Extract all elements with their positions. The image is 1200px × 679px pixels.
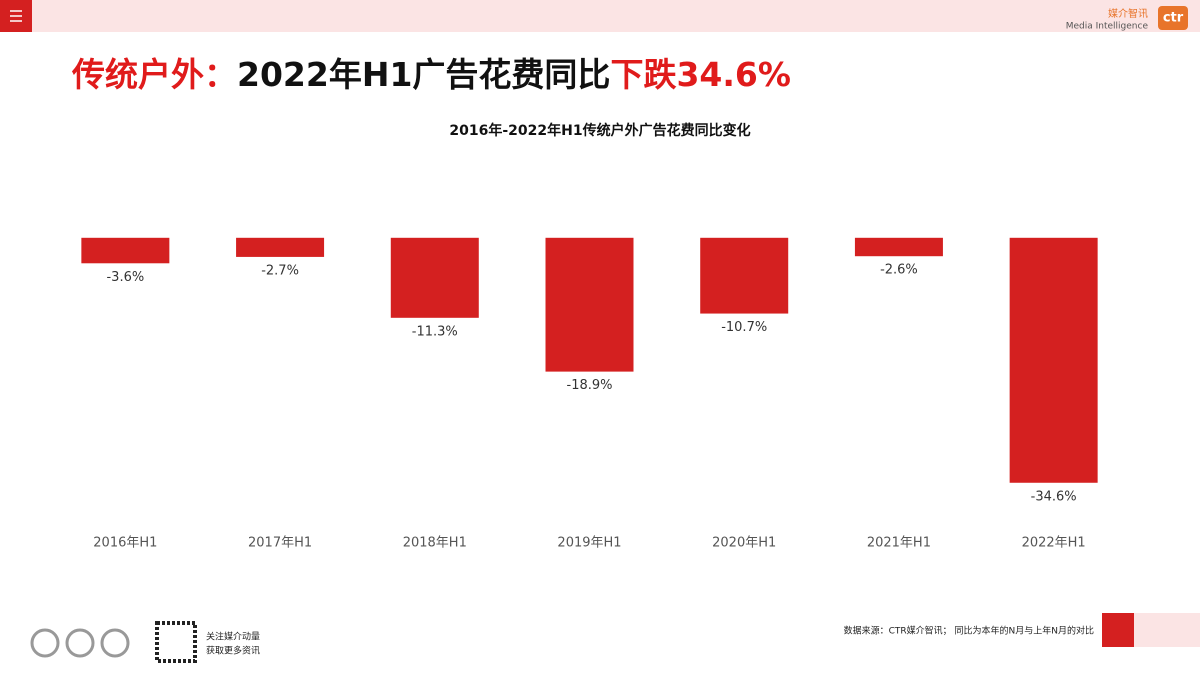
qr-code [155,621,197,663]
bar [854,237,943,257]
slide-title: 传统户外：2022年H1广告花费同比下跌34.6% [71,55,791,94]
logo-mark: ctr [1163,11,1184,26]
top-bar [0,0,1200,32]
bar [236,237,325,257]
data-label: -11.3% [412,324,458,339]
logo-box [1158,6,1188,30]
x-tick-label: 2021年H1 [867,536,931,551]
x-tick-label: 2017年H1 [248,536,312,551]
data-label: -34.6% [1031,489,1077,504]
bar [81,237,170,264]
source-note: 数据来源：CTR媒介智讯； 同比为本年的N月与上年N月的对比 [844,625,1094,637]
qr-text: 获取更多资讯 [206,645,260,657]
chart-title: 2016年-2022年H1传统户外广告花费同比变化 [449,122,750,139]
data-label: -3.6% [106,270,144,285]
x-tick-label: 2022年H1 [1022,536,1086,551]
qr-text: 关注媒介动量 [206,631,260,643]
logo-en: Media Intelligence [1066,22,1149,32]
x-tick-label: 2020年H1 [712,536,776,551]
title-part: 2022年H1广告花费同比 [237,55,610,94]
logo-cn: 媒介智讯 [1108,7,1148,20]
bar [700,237,789,314]
footer-block [1102,613,1134,647]
data-label: -2.7% [261,263,299,278]
title-part: 传统户外： [71,55,237,94]
menu-icon [10,10,22,22]
x-tick-label: 2016年H1 [93,536,157,551]
bar [545,237,634,372]
x-tick-label: 2019年H1 [557,536,621,551]
badges [30,628,130,658]
bar [1009,237,1098,483]
data-label: -10.7% [721,320,767,335]
data-label: -2.6% [880,263,918,278]
data-label: -18.9% [567,378,613,393]
x-tick-label: 2018年H1 [403,536,467,551]
title-part: 下跌34.6% [610,55,791,94]
bar [390,237,479,318]
